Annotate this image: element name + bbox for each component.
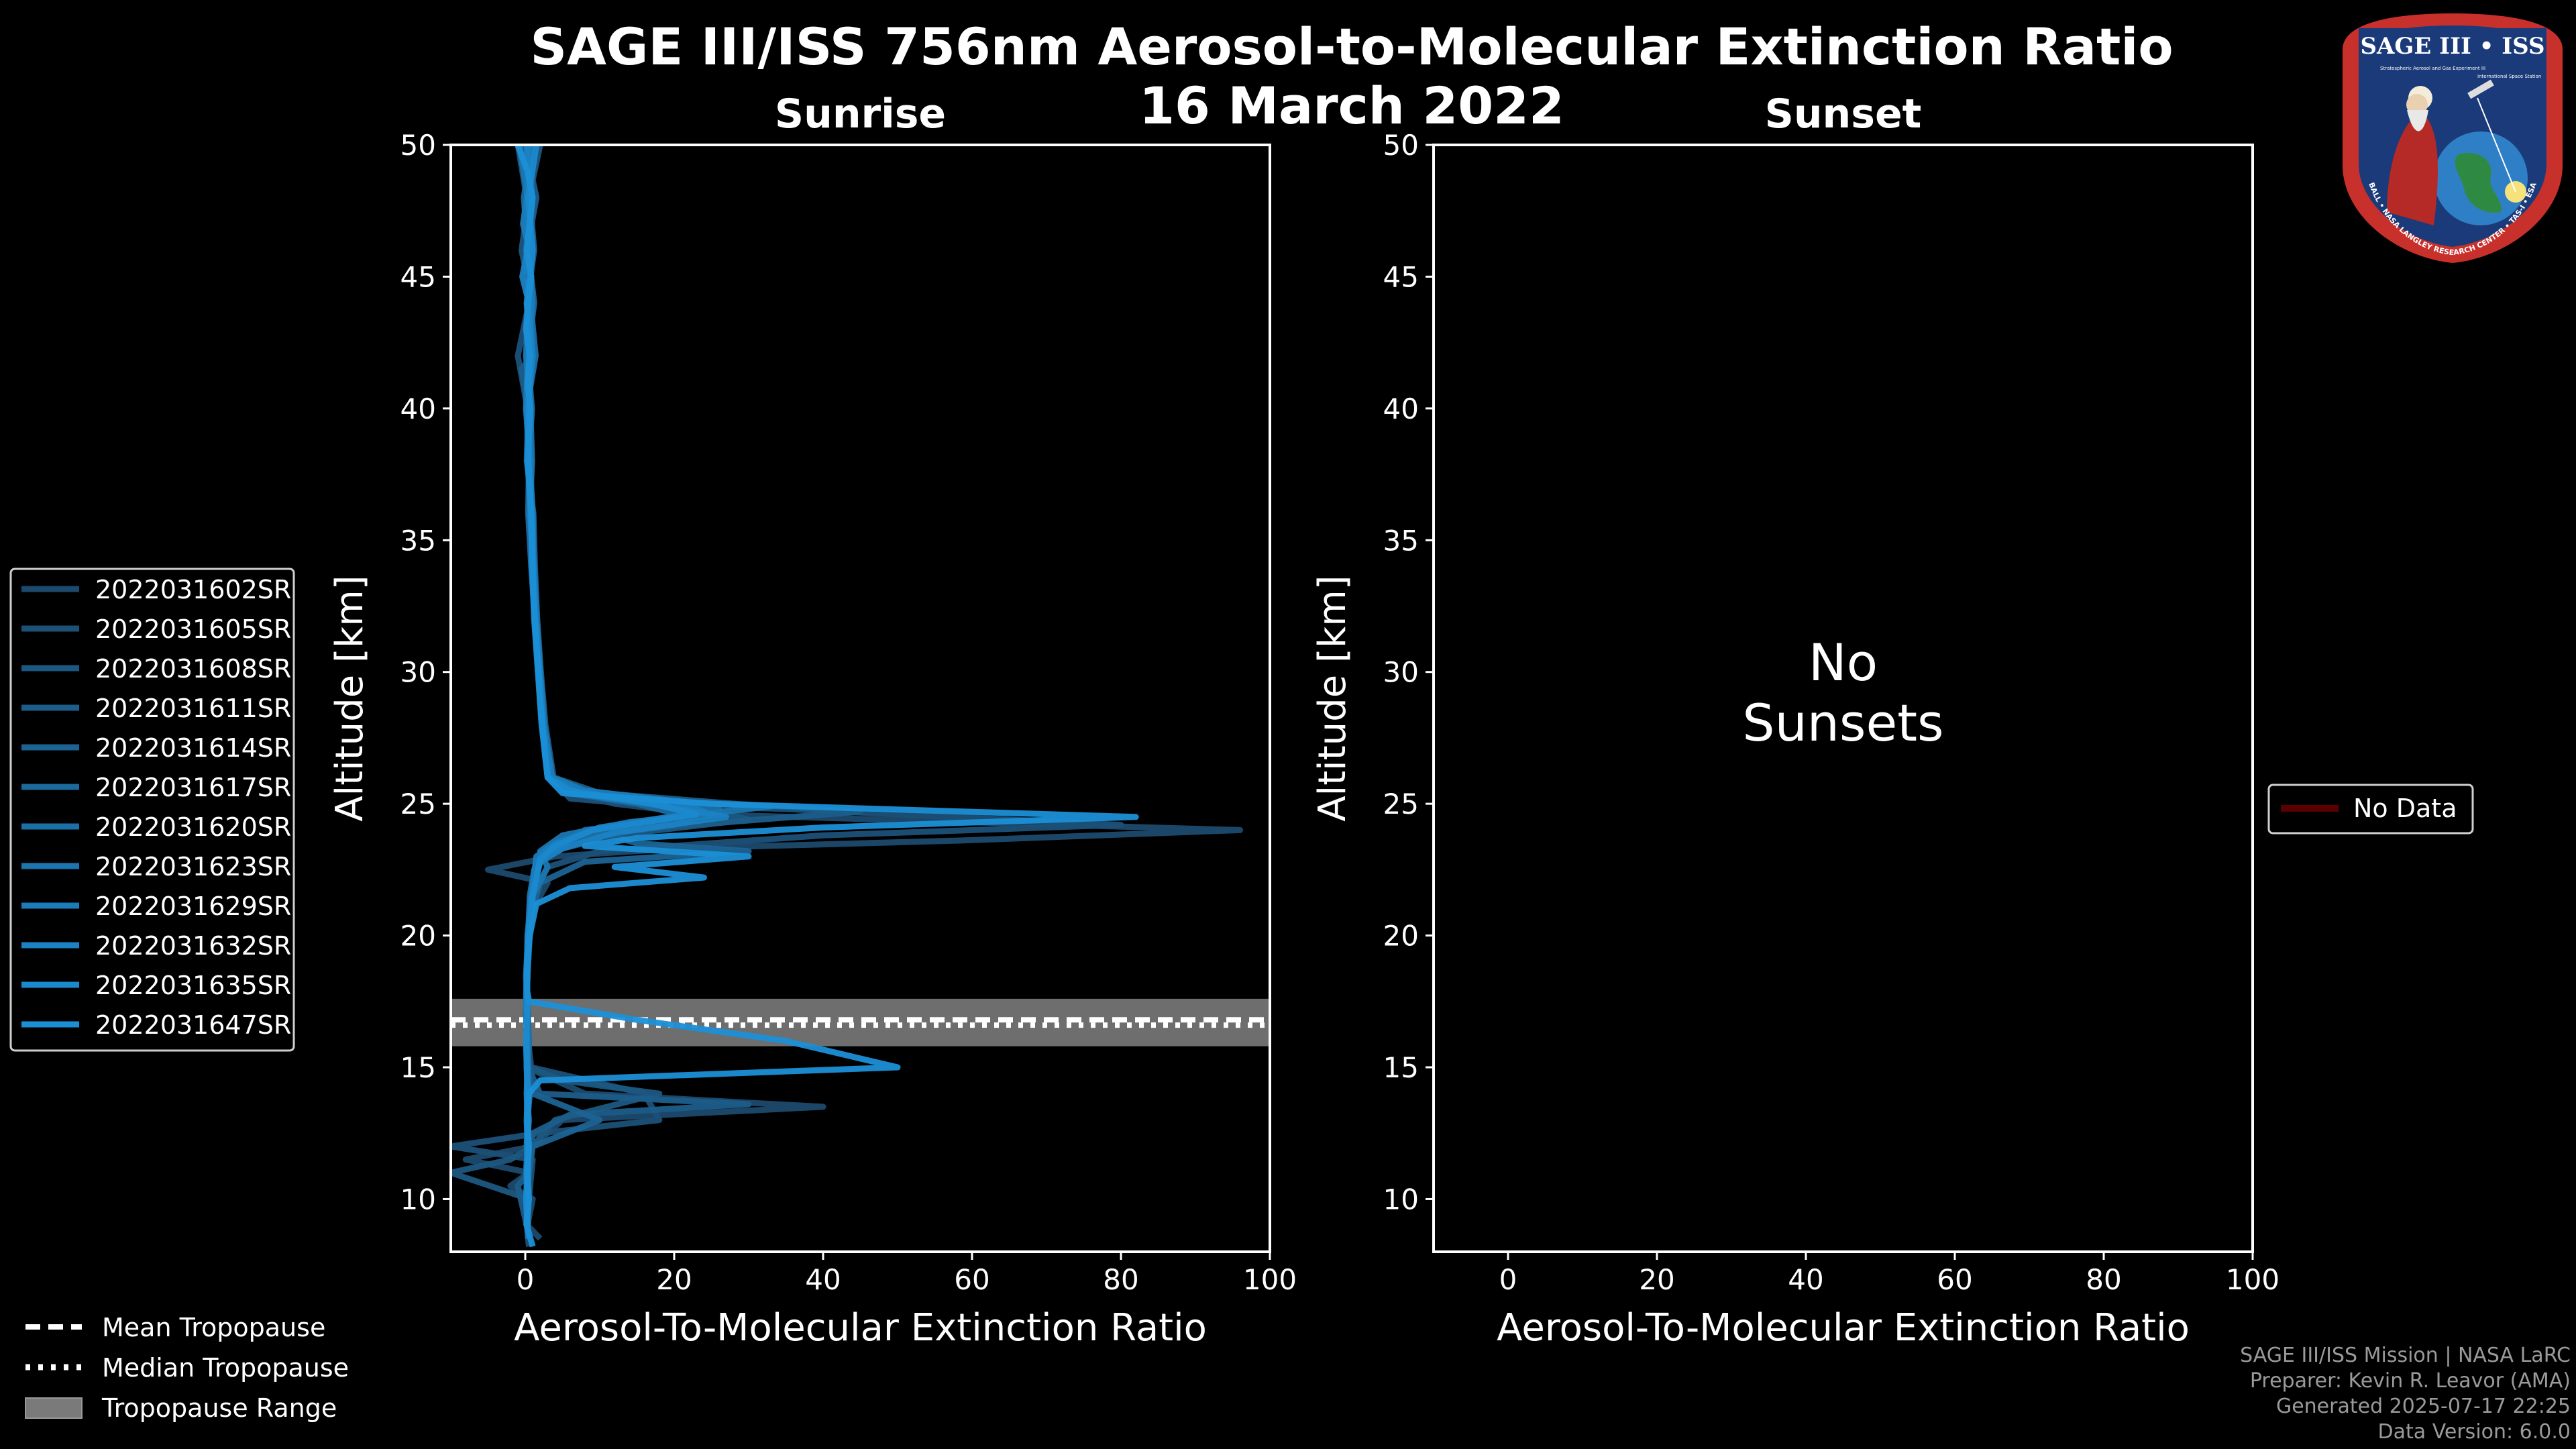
sunset-y-tick-label: 35 <box>1383 524 1419 557</box>
series-line-2022031635SR <box>523 145 700 1226</box>
series-line-2022031602SR <box>462 145 1244 1241</box>
sage-iss-logo: SAGE III • ISS Stratospheric Aerosol and… <box>2343 13 2563 263</box>
footer-credits: SAGE III/ISS Mission | NASA LaRC Prepare… <box>2240 1343 2571 1445</box>
logo-sub-right: International Space Station <box>2477 74 2541 79</box>
sunrise-plot-area <box>451 145 1270 1248</box>
legend-label-2022031632SR: 2022031632SR <box>95 931 291 961</box>
legend-label-2022031608SR: 2022031608SR <box>95 654 291 684</box>
sunset-x-tick-label: 100 <box>2226 1263 2279 1296</box>
sunset-x-tick-label: 80 <box>2086 1263 2121 1296</box>
sunrise-panel-title: Sunrise <box>775 91 946 138</box>
sunrise-x-axis-label: Aerosol-To-Molecular Extinction Ratio <box>514 1306 1207 1350</box>
sunrise-y-tick-label: 40 <box>400 392 436 425</box>
sunrise-x-tick-label: 20 <box>656 1263 692 1296</box>
sunrise-panel: Sunrise 0 20 40 60 80 100 10 15 20 25 30 35 40 45 50 Aer… <box>328 91 1297 1350</box>
sunset-panel: Sunset 0 20 40 60 80 100 10 15 20 25 30 35 40 45 50 Aero… <box>1311 91 2279 1350</box>
legend-label-2022031611SR: 2022031611SR <box>95 694 291 723</box>
legend-label-2022031629SR: 2022031629SR <box>95 892 291 921</box>
series-line-2022031611SR <box>515 145 863 1226</box>
no-sunsets-annotation-line1: No <box>1809 633 1878 692</box>
sunrise-x-tick-label: 0 <box>517 1263 535 1296</box>
sunset-legend: No Data <box>2267 784 2474 835</box>
sunrise-x-tick-label: 80 <box>1103 1263 1138 1296</box>
legend-label-2022031614SR: 2022031614SR <box>95 733 291 763</box>
logo-sub-left: Stratospheric Aerosol and Gas Experiment… <box>2380 66 2485 71</box>
sunrise-y-tick-label: 35 <box>400 524 436 557</box>
legend-label-2022031605SR: 2022031605SR <box>95 614 291 644</box>
logo-continent <box>2455 152 2502 213</box>
sunset-x-tick-label: 20 <box>1639 1263 1674 1296</box>
sunset-axes-frame <box>1432 144 2254 1253</box>
footer-line-generated: Generated 2025-07-17 22:25 <box>2275 1395 2571 1418</box>
sunrise-y-tick-label: 25 <box>400 788 436 820</box>
series-line-2022031614SR <box>519 145 752 1226</box>
legend-label-2022031620SR: 2022031620SR <box>95 812 291 842</box>
sunset-x-tick-label: 0 <box>1499 1263 1517 1296</box>
sunset-y-tick-label: 40 <box>1383 392 1419 425</box>
logo-figure-beard <box>2407 110 2428 131</box>
logo-title: SAGE III • ISS <box>2360 33 2544 60</box>
series-line-2022031608SR <box>451 145 752 1226</box>
sunrise-legend-frame <box>9 568 295 1052</box>
sunset-y-tick-label: 45 <box>1383 260 1419 293</box>
sunrise-axes-frame <box>449 144 1271 1253</box>
logo-figure-robe <box>2387 111 2438 225</box>
figure-title: SAGE III/ISS 756nm Aerosol-to-Molecular … <box>530 17 2173 76</box>
legend-label-2022031623SR: 2022031623SR <box>95 852 291 881</box>
series-line-2022031620SR <box>523 145 722 1226</box>
series-line-2022031647SR <box>515 145 1139 1248</box>
sunset-y-tick-label: 15 <box>1383 1051 1419 1084</box>
sunrise-y-tick-label: 10 <box>400 1183 436 1216</box>
logo-iss <box>2467 79 2494 99</box>
footer-line-preparer: Preparer: Kevin R. Leavor (AMA) <box>2249 1369 2571 1393</box>
series-line-2022031617SR <box>521 145 692 1226</box>
legend-label-2022031635SR: 2022031635SR <box>95 971 291 1000</box>
sunrise-legend: 2022031602SR 2022031605SR 2022031608SR 2022… <box>9 568 295 1052</box>
sunrise-y-axis-label: Altitude [km] <box>328 575 372 821</box>
tropopause-range-swatch <box>25 1397 83 1419</box>
sunset-y-tick-label: 30 <box>1383 656 1419 689</box>
sunrise-x-tick-label: 40 <box>805 1263 841 1296</box>
legend-label-2022031602SR: 2022031602SR <box>95 575 291 604</box>
tropopause-legend: Mean Tropopause Median Tropopause Tropop… <box>25 1313 349 1423</box>
sunset-y-tick-label: 10 <box>1383 1183 1419 1216</box>
sunset-x-axis-label: Aerosol-To-Molecular Extinction Ratio <box>1497 1306 2190 1350</box>
sunset-y-tick-label: 20 <box>1383 920 1419 953</box>
sunset-x-tick-label: 40 <box>1788 1263 1823 1296</box>
figure-subtitle: 16 March 2022 <box>1139 76 1564 136</box>
median-tropopause-label: Median Tropopause <box>102 1353 349 1383</box>
sunrise-x-tick-label: 100 <box>1243 1263 1297 1296</box>
series-line-2022031623SR <box>516 145 774 1226</box>
no-sunsets-annotation-line2: Sunsets <box>1742 693 1943 753</box>
sunrise-y-tick-label: 20 <box>400 920 436 953</box>
sunset-panel-title: Sunset <box>1765 91 1922 138</box>
legend-label-2022031647SR: 2022031647SR <box>95 1010 291 1040</box>
series-line-2022031632SR <box>519 145 730 1226</box>
sunrise-y-tick-label: 30 <box>400 656 436 689</box>
sunset-y-tick-label: 25 <box>1383 788 1419 820</box>
sunrise-y-tick-label: 15 <box>400 1051 436 1084</box>
sunset-x-tick-label: 60 <box>1937 1263 1972 1296</box>
sunrise-y-tick-label: 50 <box>400 129 436 162</box>
footer-line-version: Data Version: 6.0.0 <box>2377 1420 2571 1444</box>
sunrise-x-tick-label: 60 <box>954 1263 989 1296</box>
sunrise-y-tick-label: 45 <box>400 260 436 293</box>
sunset-y-tick-label: 50 <box>1383 129 1419 162</box>
sunset-y-axis-label: Altitude [km] <box>1311 575 1354 821</box>
tropopause-range-label: Tropopause Range <box>101 1393 337 1423</box>
footer-line-mission: SAGE III/ISS Mission | NASA LaRC <box>2240 1344 2571 1367</box>
logo-title-band <box>2359 28 2546 63</box>
logo-beam <box>2477 97 2516 193</box>
no-data-legend-label: No Data <box>2353 794 2457 823</box>
mean-tropopause-label: Mean Tropopause <box>102 1313 325 1342</box>
legend-label-2022031617SR: 2022031617SR <box>95 773 291 802</box>
sunset-legend-frame <box>2267 784 2474 835</box>
